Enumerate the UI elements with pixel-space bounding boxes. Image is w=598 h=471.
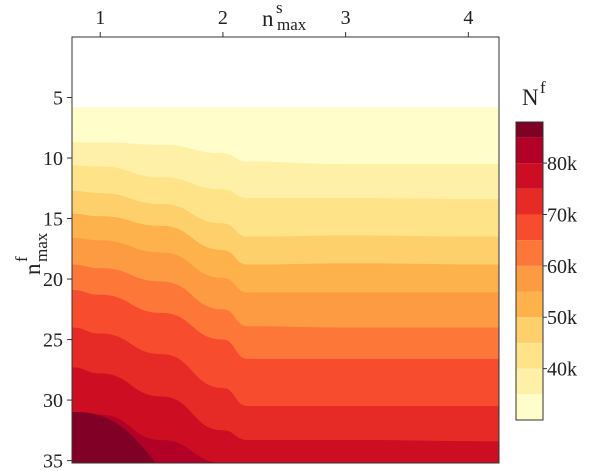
colorbar-level-2 xyxy=(516,342,543,369)
y-axis-title-base: n xyxy=(20,263,45,275)
plot-frame xyxy=(71,36,500,464)
colorbar-tick-label-0: 40k xyxy=(547,359,577,381)
colorbar-tick-label-4: 80k xyxy=(547,153,577,175)
y-axis-title-sub: max xyxy=(32,232,51,262)
colorbar-level-3 xyxy=(516,317,543,343)
y-tick-label-25: 25 xyxy=(43,330,63,352)
colorbar-title: N f xyxy=(522,78,546,110)
x-axis-title-sub: max xyxy=(277,15,307,34)
y-axis-title-sup: f xyxy=(12,256,31,262)
y-tick-label-10: 10 xyxy=(43,148,63,170)
colorbar-level-5 xyxy=(516,265,543,292)
colorbar-level-6 xyxy=(516,240,543,266)
colorbar-frame xyxy=(515,121,544,421)
colorbar-level-4 xyxy=(516,291,543,318)
contour-band-10 xyxy=(72,412,499,463)
x-tick-label-3: 3 xyxy=(341,7,351,29)
x-tick-label-2: 2 xyxy=(218,7,228,29)
x-axis-title-sup: s xyxy=(276,0,283,17)
x-tick-label-1: 1 xyxy=(95,7,105,29)
colorbar-level-9 xyxy=(516,163,543,189)
x-axis-title-base: n xyxy=(262,6,274,31)
y-tick-label-35: 35 xyxy=(43,451,63,471)
colorbar-level-1 xyxy=(516,368,543,395)
x-axis-title: n s max xyxy=(262,0,307,34)
colorbar-level-10 xyxy=(516,137,543,164)
colorbar-tick-label-2: 60k xyxy=(547,256,577,278)
colorbar-title-sup: f xyxy=(540,78,546,97)
colorbar: 40k 50k 60k 70k 80k xyxy=(515,121,577,421)
y-tick-label-30: 30 xyxy=(43,390,63,412)
y-tick-label-5: 5 xyxy=(53,88,63,110)
x-tick-label-4: 4 xyxy=(463,7,473,29)
colorbar-level-11 xyxy=(516,122,543,138)
axes: 1 2 3 4 5 10 15 20 25 30 35 xyxy=(43,7,500,471)
colorbar-tick-label-3: 70k xyxy=(547,204,577,226)
contour-band-9 xyxy=(72,367,499,463)
y-axis-title: n f max xyxy=(12,232,51,275)
contour-band-peak xyxy=(72,411,156,463)
colorbar-level-8 xyxy=(516,188,543,215)
colorbar-level-0 xyxy=(516,394,543,420)
colorbar-level-7 xyxy=(516,214,543,241)
colorbar-title-base: N xyxy=(522,85,539,110)
y-tick-label-15: 15 xyxy=(43,209,63,231)
y-tick-label-20: 20 xyxy=(43,269,63,291)
plot-area xyxy=(72,107,499,464)
colorbar-tick-label-1: 50k xyxy=(547,307,577,329)
